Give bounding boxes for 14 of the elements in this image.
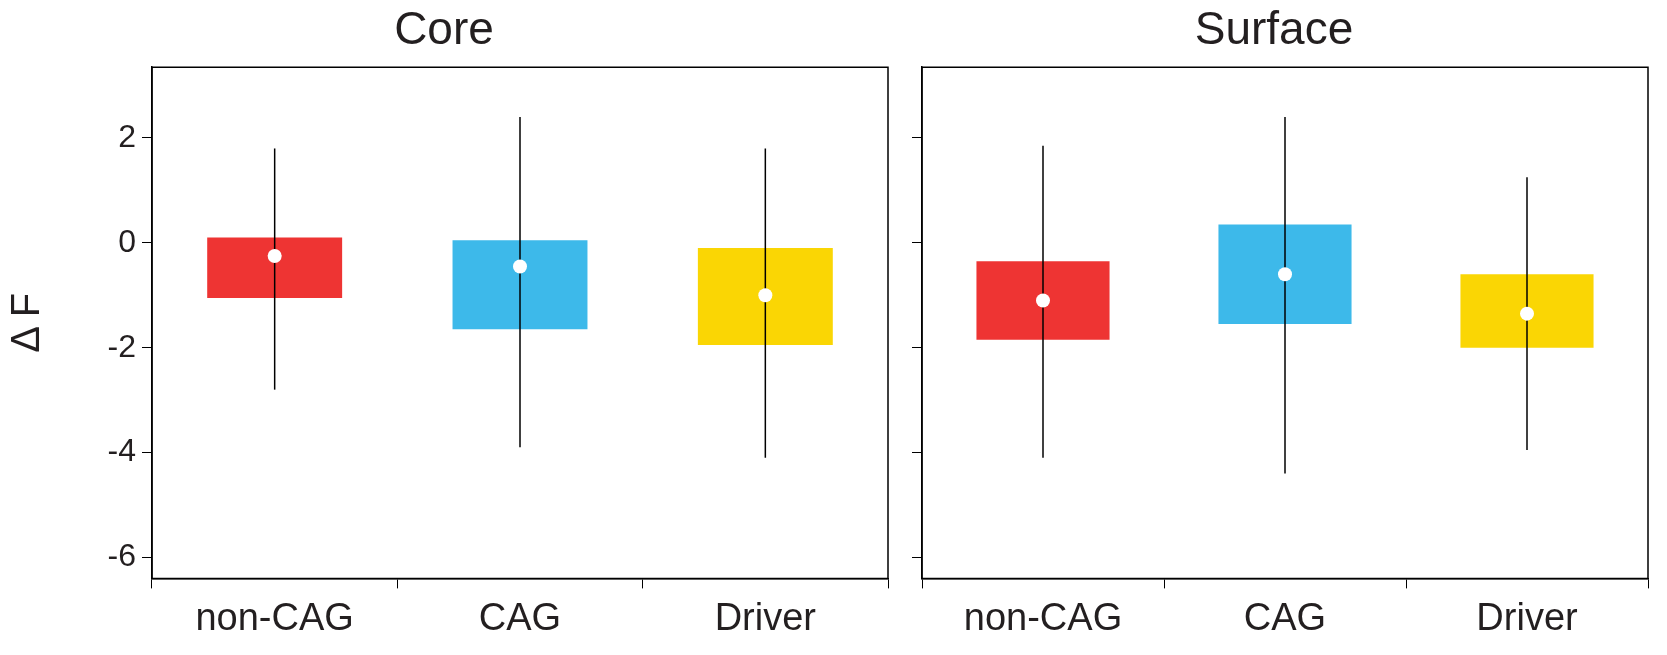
chart-title: Surface (1194, 2, 1354, 55)
y-tick-label: -2 (107, 327, 136, 364)
y-tick-label: 0 (118, 222, 136, 259)
x-tick-label: CAG (478, 595, 562, 638)
x-tick-label: Driver (714, 595, 817, 638)
x-tick-label: non-CAG (195, 595, 354, 638)
y-tick-label: -6 (107, 537, 136, 574)
x-tick-label: CAG (1243, 595, 1327, 638)
x-tick-label: Driver (1476, 595, 1579, 638)
y-tick-label: 2 (118, 117, 136, 154)
y-axis-title: Δ F (3, 292, 48, 353)
y-tick-label: -4 (107, 432, 136, 469)
x-tick-label: non-CAG (963, 595, 1123, 638)
chart-title: Core (394, 2, 494, 55)
